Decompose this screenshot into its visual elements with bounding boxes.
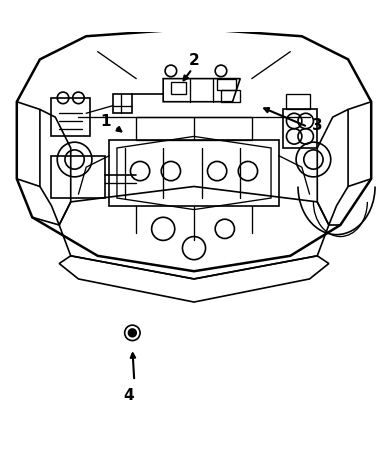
Circle shape xyxy=(128,329,136,337)
Text: 3: 3 xyxy=(312,118,322,133)
Text: 4: 4 xyxy=(123,387,134,402)
Text: 2: 2 xyxy=(189,53,199,68)
Text: 1: 1 xyxy=(100,114,111,129)
